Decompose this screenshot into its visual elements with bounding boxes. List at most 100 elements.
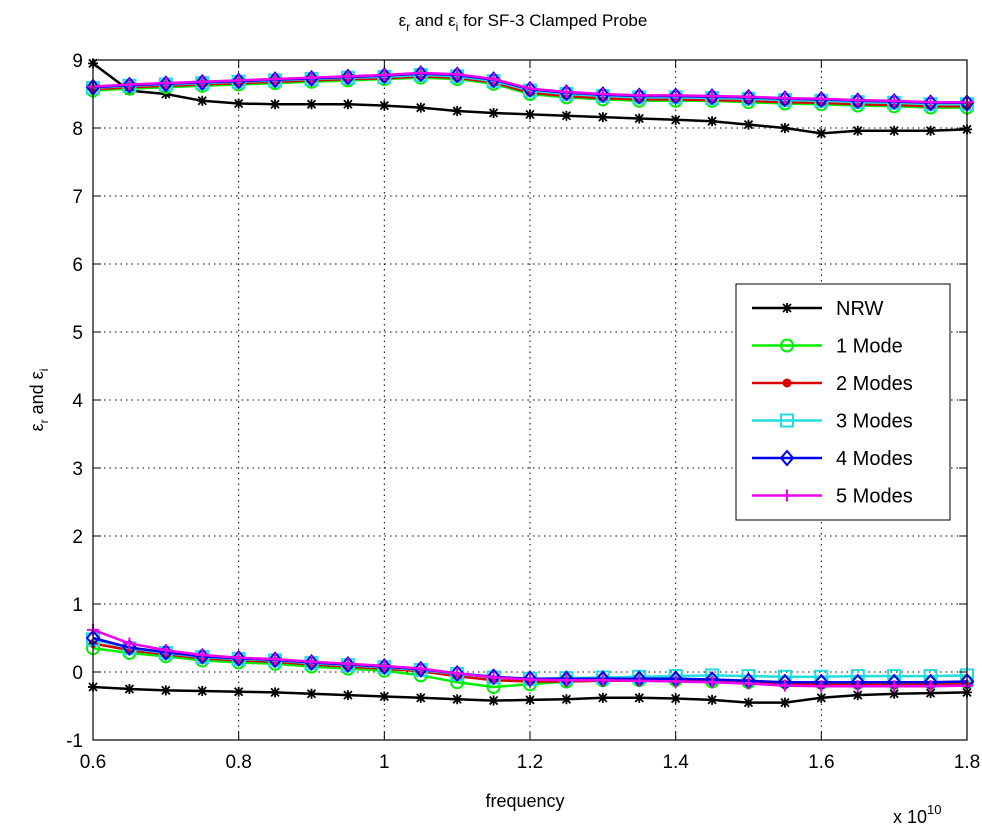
y-tick-label: 9 xyxy=(72,51,83,72)
title-sub-r: r xyxy=(406,20,410,34)
data-point-nrw-imag xyxy=(270,687,281,698)
data-point-5-modes-imag xyxy=(706,676,719,689)
data-point-4-modes-imag xyxy=(267,651,283,669)
title-and: and xyxy=(410,11,448,30)
legend-marker xyxy=(782,378,792,388)
legend-item-2-modes: 2 Modes xyxy=(752,373,913,395)
data-point-nrw-imag xyxy=(561,694,572,705)
title-sub-i: i xyxy=(456,20,459,34)
legend-label: 5 Modes xyxy=(836,486,913,508)
data-point-5-modes-real xyxy=(742,90,755,103)
data-point-nrw-imag xyxy=(233,686,244,697)
x-tick-label: 1.6 xyxy=(808,752,834,773)
data-point-4-modes-real xyxy=(377,67,392,85)
legend-marker xyxy=(781,489,793,502)
data-point-5-modes-real xyxy=(341,70,354,83)
legend-item-5-modes: 5 Modes xyxy=(752,486,913,508)
data-point-4-modes-real xyxy=(814,90,829,108)
ylabel-epsilon-r: ε xyxy=(27,423,47,431)
data-point-5-modes-imag xyxy=(196,649,209,661)
x-tick-label: 1 xyxy=(379,752,390,773)
x-multiplier-base: x 10 xyxy=(893,807,927,827)
legend-label: 4 Modes xyxy=(836,448,913,470)
data-point-4-modes-real xyxy=(340,68,356,86)
ylabel-sub-i: i xyxy=(37,369,51,372)
data-point-nrw-real xyxy=(743,119,754,130)
data-point-5-modes-imag xyxy=(341,657,354,670)
data-point-5-modes-imag xyxy=(414,662,427,675)
data-point-4-modes-real xyxy=(559,84,574,102)
data-point-nrw-imag xyxy=(670,693,681,704)
data-point-nrw-real xyxy=(197,95,208,106)
data-point-5-modes-imag xyxy=(669,675,682,688)
legend-item-1-mode: 1 Mode xyxy=(752,336,903,358)
data-point-5-modes-imag xyxy=(378,659,391,672)
data-point-nrw-real xyxy=(306,99,317,110)
data-point-nrw-real xyxy=(233,98,244,109)
data-point-nrw-imag xyxy=(342,690,353,701)
data-point-5-modes-real xyxy=(269,73,282,86)
data-point-4-modes-real xyxy=(704,88,720,106)
legend-box xyxy=(735,283,951,521)
data-point-5-modes-real xyxy=(451,68,464,81)
ylabel-and: and xyxy=(27,379,47,419)
data-point-4-modes-imag xyxy=(304,653,319,672)
data-point-5-modes-imag xyxy=(778,679,791,692)
data-point-5-modes-real xyxy=(633,89,646,102)
data-point-nrw-imag xyxy=(525,694,535,705)
y-tick-label: 0 xyxy=(72,663,83,684)
data-point-4-modes-real xyxy=(595,86,611,104)
y-tick-label: 5 xyxy=(72,323,83,344)
series-layer xyxy=(85,58,975,708)
ylabel-epsilon-i: ε xyxy=(27,371,47,379)
data-point-5-modes-imag xyxy=(269,653,282,666)
ticks: 0.6 0.8 1 1.2 1.4 1.6 1.8 -1 0 1 2 3 4 5 6 7 8 9 xyxy=(66,51,980,773)
legend-label: 2 Modes xyxy=(836,373,913,395)
data-point-4-modes-imag xyxy=(522,670,538,688)
chart-title: εr and εi for SF-3 Clamped Probe xyxy=(399,11,648,34)
legend: NRW 1 Mode 2 Modes 3 Modes 4 Modes 5 Modes xyxy=(735,283,951,521)
data-point-nrw-real xyxy=(561,110,572,121)
data-point-nrw-imag xyxy=(816,692,827,703)
data-point-4-modes-imag xyxy=(486,668,501,686)
ylabel-sub-r: r xyxy=(37,419,51,423)
data-point-5-modes-imag xyxy=(451,667,464,680)
legend-item-nrw: NRW xyxy=(752,298,884,320)
x-axis-label: frequency xyxy=(485,791,564,811)
x-tick-label: 0.6 xyxy=(80,752,106,773)
data-point-5-modes-imag xyxy=(815,680,828,693)
data-point-5-modes-real xyxy=(669,89,682,102)
y-tick-label: -1 xyxy=(66,731,83,752)
data-point-5-modes-real xyxy=(888,94,901,107)
data-point-nrw-imag xyxy=(160,685,171,696)
title-epsilon-r: ε xyxy=(399,11,407,30)
data-point-4-modes-real xyxy=(267,71,283,89)
y-tick-label: 2 xyxy=(72,527,83,548)
legend-marker xyxy=(779,449,795,467)
data-point-5-modes-imag xyxy=(924,680,937,693)
data-point-5-modes-imag xyxy=(560,674,573,687)
data-point-4-modes-real xyxy=(668,87,683,105)
y-tick-label: 6 xyxy=(72,255,83,276)
data-point-4-modes-imag xyxy=(231,649,246,667)
title-rest: for SF-3 Clamped Probe xyxy=(458,11,647,30)
data-point-nrw-real xyxy=(889,125,900,136)
data-point-4-modes-real xyxy=(741,88,756,106)
data-point-4-modes-real xyxy=(231,72,246,90)
data-point-5-modes-real xyxy=(487,73,500,86)
series-nrw xyxy=(88,58,972,708)
data-point-nrw-imag xyxy=(889,688,900,699)
data-point-5-modes-imag xyxy=(888,680,901,693)
data-point-nrw-imag xyxy=(379,691,390,702)
title-epsilon-i: ε xyxy=(448,11,456,30)
data-point-nrw-real xyxy=(925,125,936,136)
data-point-5-modes-imag xyxy=(851,680,864,693)
data-point-nrw-imag xyxy=(707,694,718,705)
data-point-4-modes-real xyxy=(777,90,793,108)
legend-item-4-modes: 4 Modes xyxy=(752,448,913,470)
data-point-nrw-real xyxy=(488,108,499,119)
data-point-5-modes-real xyxy=(706,90,719,103)
data-point-nrw-imag xyxy=(743,697,754,708)
data-point-nrw-imag xyxy=(488,695,499,706)
